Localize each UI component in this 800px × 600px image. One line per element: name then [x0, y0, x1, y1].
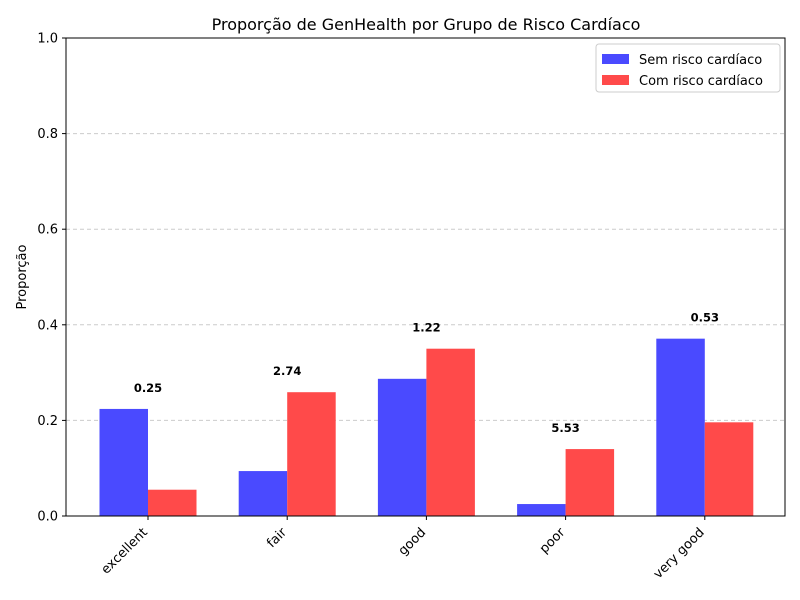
y-tick-label: 0.4	[37, 318, 58, 333]
value-label: 0.25	[134, 381, 162, 395]
value-labels: 0.25 2.74 1.22 5.53 0.53	[134, 311, 719, 435]
bar-sem-risco	[517, 504, 566, 516]
legend-swatch	[602, 54, 629, 64]
x-tick-label: very good	[651, 525, 708, 582]
x-tick-label: fair	[264, 525, 290, 551]
value-label: 1.22	[412, 321, 440, 335]
y-axis-ticks: 0.0 0.2 0.4 0.6 0.8 1.0	[37, 32, 66, 525]
x-tick-label: poor	[537, 525, 569, 557]
y-axis-label: Proporção	[15, 244, 30, 309]
bar-sem-risco	[377, 378, 427, 516]
bar-com-risco	[426, 348, 475, 516]
y-tick-label: 1.0	[37, 32, 58, 47]
bar-sem-risco	[238, 471, 288, 516]
value-label: 5.53	[551, 421, 579, 435]
x-tick-label: good	[396, 525, 430, 559]
x-tick-label: excellent	[99, 525, 151, 577]
bar-com-risco	[287, 392, 336, 516]
y-tick-label: 0.8	[37, 127, 58, 142]
bar-sem-risco	[99, 408, 148, 516]
bar-com-risco	[565, 449, 615, 516]
plot-frame	[65, 37, 786, 517]
legend-box	[595, 43, 781, 93]
x-axis-ticks: excellent fair good poor very good	[99, 516, 708, 582]
legend-label: Sem risco cardíaco	[639, 53, 762, 68]
y-tick-label: 0.2	[37, 414, 58, 429]
y-tick-label: 0.6	[37, 223, 58, 238]
legend-swatch	[602, 75, 629, 85]
y-tick-label: 0.0	[37, 510, 58, 525]
bar-com-risco	[704, 422, 754, 516]
bar-sem-risco	[656, 338, 705, 516]
bar-com-risco	[148, 489, 197, 516]
legend-label: Com risco cardíaco	[639, 74, 763, 89]
chart-title: Proporção de GenHealth por Grupo de Risc…	[212, 15, 641, 34]
legend: Sem risco cardíaco Com risco cardíaco	[595, 43, 781, 93]
value-label: 0.53	[691, 311, 719, 325]
bars	[99, 338, 754, 516]
value-label: 2.74	[273, 364, 301, 378]
